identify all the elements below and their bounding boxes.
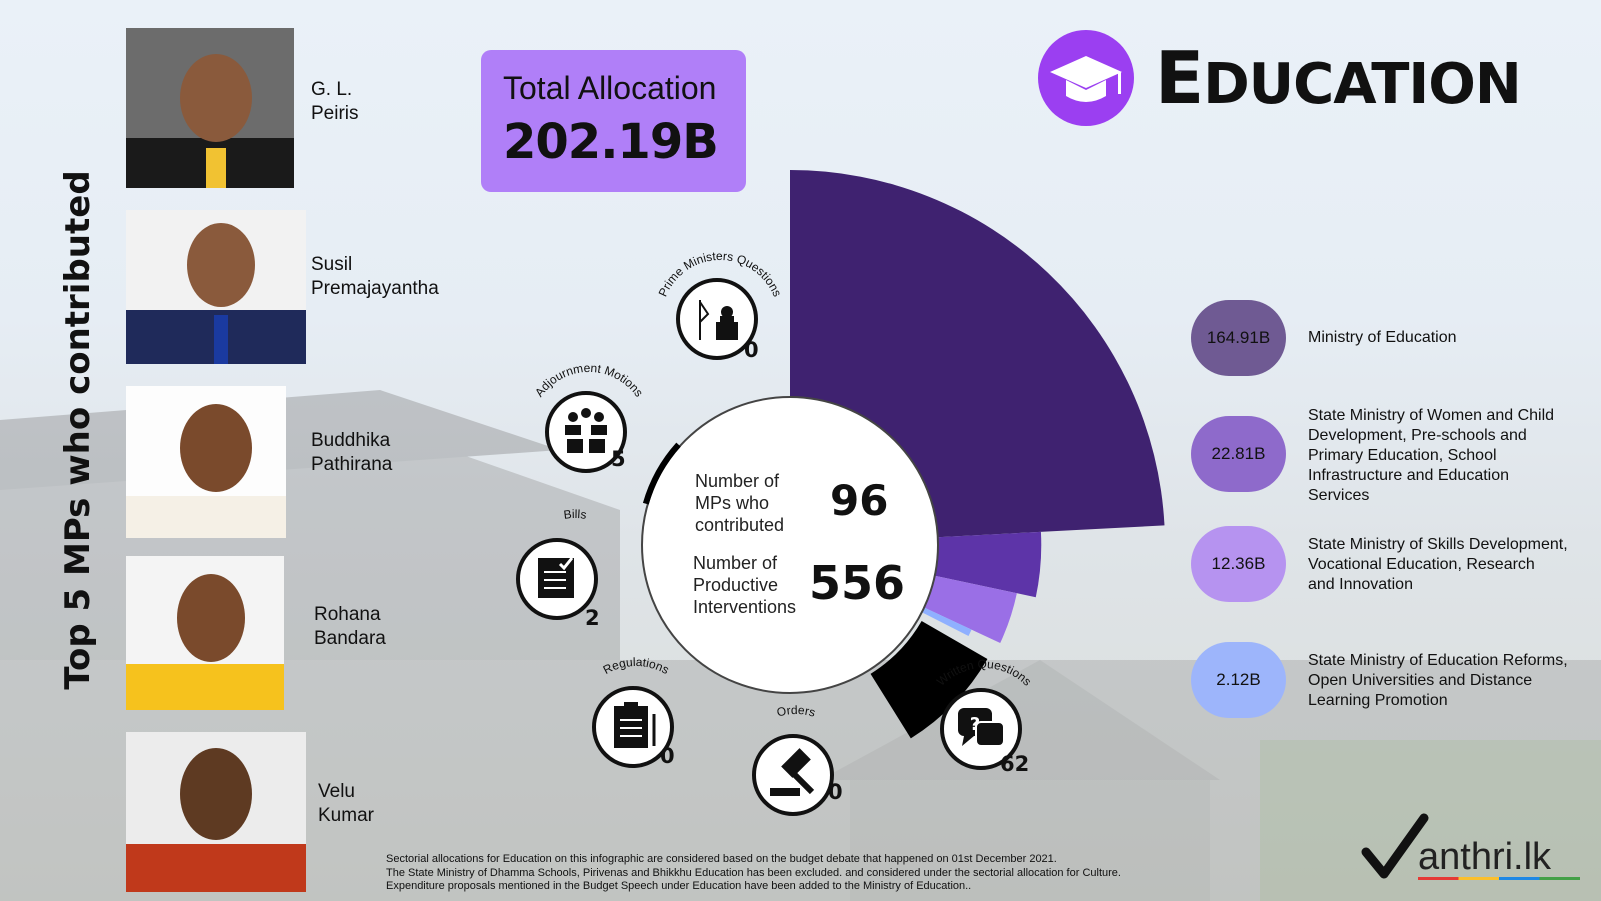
document-check-icon	[538, 557, 574, 598]
legend-value-4: 2.12B	[1191, 642, 1286, 718]
metric-prime-ministers-questions	[676, 278, 758, 360]
logo-text: anthri.lk	[1418, 836, 1552, 878]
legend-value-2: 22.81B	[1191, 416, 1286, 492]
page-title: EDUCATION	[1155, 36, 1522, 120]
logo-check-icon	[1361, 813, 1429, 879]
clipboard-icon	[614, 702, 656, 748]
metric-count-written-questions: 62	[1000, 752, 1030, 776]
interventions-value: 556	[809, 556, 906, 610]
adjournment-motions-arc	[642, 442, 681, 505]
mp-photo-2	[126, 210, 306, 364]
total-allocation-box: Total Allocation 202.19B	[481, 50, 746, 192]
metric-count-bills: 2	[585, 606, 600, 630]
mp-name-2: Susil Premajayantha	[311, 254, 439, 299]
legend-text-2: State Ministry of Women and Child Develo…	[1308, 407, 1555, 504]
legend-value-1: 164.91B	[1191, 300, 1286, 376]
legend-value-3: 12.36B	[1191, 526, 1286, 602]
mp-name-1: G. L. Peiris	[311, 79, 359, 124]
mp-photo-5	[126, 732, 306, 892]
center-disc	[641, 396, 939, 694]
gavel-icon	[770, 748, 815, 796]
metric-label-adjournment-motions: Adjournment Motions	[532, 361, 646, 400]
metric-label-regulations: Regulations	[601, 655, 672, 677]
footnote: Sectorial allocations for Education on t…	[386, 853, 1121, 892]
mp-photo-3	[126, 386, 286, 538]
total-allocation-value: 202.19B	[503, 114, 719, 170]
mps-value: 96	[830, 476, 889, 525]
metric-count-regulations: 0	[660, 744, 675, 768]
written-questions-wedge	[870, 621, 988, 739]
graduation-cap-icon	[1038, 30, 1134, 126]
metric-bills	[516, 538, 598, 620]
mp-photo-4	[126, 556, 284, 710]
podium-icon	[699, 300, 738, 340]
legend-text-4: State Ministry of Education Reforms, Ope…	[1308, 652, 1568, 709]
metric-written-questions: ?	[940, 688, 1022, 770]
legend-text-3: State Ministry of Skills Development, Vo…	[1308, 536, 1568, 593]
svg-text:?: ?	[970, 714, 980, 735]
chat-question-icon: ?	[958, 708, 1005, 747]
interventions-label: Number of Productive Interventions	[693, 553, 797, 617]
metric-count-adjournment-motions: 5	[611, 447, 626, 471]
metric-label-bills: Bills	[563, 507, 588, 522]
metric-count-prime-ministers-questions: 0	[744, 338, 759, 362]
metric-count-orders: 0	[828, 780, 843, 804]
metric-label-prime-ministers-questions: Prime Ministers Questions	[656, 249, 785, 299]
legend-text-1: Ministry of Education	[1308, 329, 1457, 346]
metric-orders	[752, 734, 834, 816]
metric-adjournment-motions	[545, 391, 627, 473]
metric-label-orders: Orders	[775, 703, 817, 720]
mp-name-3: Buddhika Pathirana	[311, 430, 393, 475]
total-allocation-label: Total Allocation	[503, 70, 717, 106]
mp-name-5: Velu Kumar	[318, 781, 374, 826]
people-icon	[565, 408, 607, 453]
mp-photo-1	[126, 28, 294, 188]
logo-underline	[1418, 877, 1580, 880]
metric-label-written-questions: Written Questions	[934, 657, 1034, 689]
mp-name-4: Rohana Bandara	[314, 604, 386, 649]
mps-label: Number of MPs who contributed	[695, 471, 785, 535]
metric-regulations	[592, 686, 674, 768]
